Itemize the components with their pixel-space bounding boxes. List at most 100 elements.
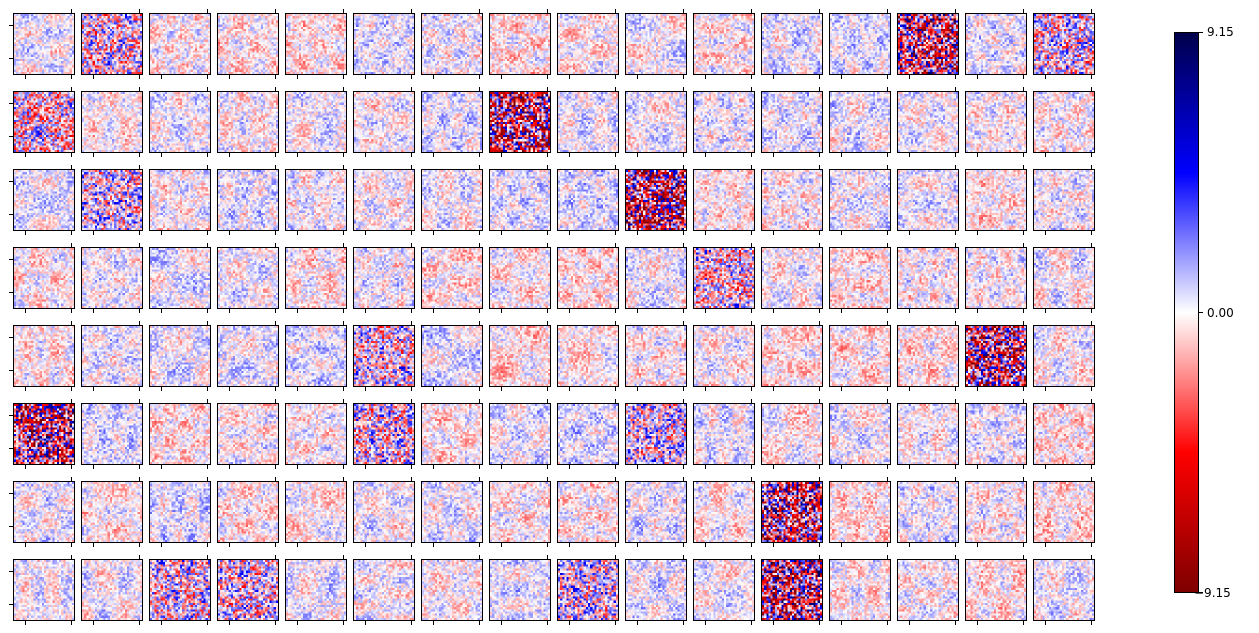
weight-panel	[81, 559, 143, 621]
x-tick	[479, 465, 480, 469]
weight-image	[14, 482, 74, 542]
weight-image	[762, 326, 822, 386]
x-tick	[887, 465, 888, 469]
x-tick-top	[955, 9, 956, 13]
weight-panel	[353, 481, 415, 543]
x-tick-top	[1091, 555, 1092, 559]
weight-panel	[149, 91, 211, 153]
x-tick	[93, 75, 94, 79]
x-tick	[207, 153, 208, 157]
x-tick	[683, 465, 684, 469]
x-tick	[71, 231, 72, 235]
weight-panel	[285, 91, 347, 153]
weight-image	[422, 248, 482, 308]
weight-image	[830, 14, 890, 74]
x-tick	[1045, 387, 1046, 391]
x-tick-top	[207, 477, 208, 481]
x-tick	[297, 231, 298, 235]
weight-image	[490, 248, 550, 308]
weight-image	[762, 248, 822, 308]
x-tick	[841, 309, 842, 313]
weight-image	[422, 404, 482, 464]
x-tick-top	[751, 87, 752, 91]
weight-image	[626, 560, 686, 620]
x-tick	[433, 75, 434, 79]
x-tick	[365, 309, 366, 313]
x-tick-top	[887, 477, 888, 481]
x-tick	[297, 465, 298, 469]
x-tick-top	[343, 555, 344, 559]
x-tick	[229, 621, 230, 625]
x-tick	[637, 543, 638, 547]
x-tick	[365, 465, 366, 469]
x-tick	[161, 153, 162, 157]
x-tick-top	[955, 165, 956, 169]
x-tick	[365, 543, 366, 547]
x-tick	[955, 231, 956, 235]
x-tick-top	[547, 477, 548, 481]
weight-panel	[353, 13, 415, 75]
x-tick-top	[71, 87, 72, 91]
x-tick-top	[1091, 321, 1092, 325]
y-tick	[9, 370, 13, 371]
x-tick-top	[479, 399, 480, 403]
weight-image	[150, 170, 210, 230]
x-tick	[615, 621, 616, 625]
y-tick	[9, 292, 13, 293]
x-tick-top	[479, 555, 480, 559]
weight-panel	[81, 325, 143, 387]
weight-panel	[149, 13, 211, 75]
x-tick	[637, 231, 638, 235]
x-tick-top	[411, 321, 412, 325]
x-tick	[25, 309, 26, 313]
weight-image	[422, 482, 482, 542]
x-tick	[297, 543, 298, 547]
weight-image	[694, 170, 754, 230]
weight-image	[286, 14, 346, 74]
y-tick	[9, 214, 13, 215]
weight-panel	[897, 169, 959, 231]
x-tick	[569, 621, 570, 625]
x-tick	[275, 387, 276, 391]
weight-panel	[13, 13, 75, 75]
x-tick-top	[547, 243, 548, 247]
x-tick-top	[207, 399, 208, 403]
x-tick	[637, 387, 638, 391]
y-tick	[9, 415, 13, 416]
weight-panel	[421, 481, 483, 543]
x-tick	[547, 465, 548, 469]
x-tick	[207, 309, 208, 313]
x-tick-top	[275, 321, 276, 325]
x-tick-top	[751, 165, 752, 169]
y-tick	[9, 604, 13, 605]
x-tick-top	[547, 555, 548, 559]
weight-image	[82, 170, 142, 230]
weight-panel	[693, 91, 755, 153]
weight-image	[422, 92, 482, 152]
x-tick	[365, 231, 366, 235]
x-tick-top	[411, 243, 412, 247]
x-tick-top	[1023, 321, 1024, 325]
x-tick	[207, 621, 208, 625]
x-tick	[479, 75, 480, 79]
x-tick-top	[887, 243, 888, 247]
x-tick-top	[275, 87, 276, 91]
x-tick-top	[343, 165, 344, 169]
x-tick	[229, 543, 230, 547]
weight-panel	[557, 325, 619, 387]
x-tick-top	[683, 87, 684, 91]
colorbar-label-zero: 0.00	[1207, 306, 1234, 320]
x-tick	[955, 75, 956, 79]
x-tick	[411, 621, 412, 625]
x-tick-top	[275, 477, 276, 481]
x-tick	[841, 387, 842, 391]
weight-panel	[217, 169, 279, 231]
x-tick	[343, 543, 344, 547]
x-tick-top	[887, 399, 888, 403]
weight-panel	[13, 325, 75, 387]
x-tick	[411, 387, 412, 391]
x-tick	[479, 153, 480, 157]
x-tick-top	[411, 555, 412, 559]
weight-panel	[489, 247, 551, 309]
x-tick	[569, 75, 570, 79]
